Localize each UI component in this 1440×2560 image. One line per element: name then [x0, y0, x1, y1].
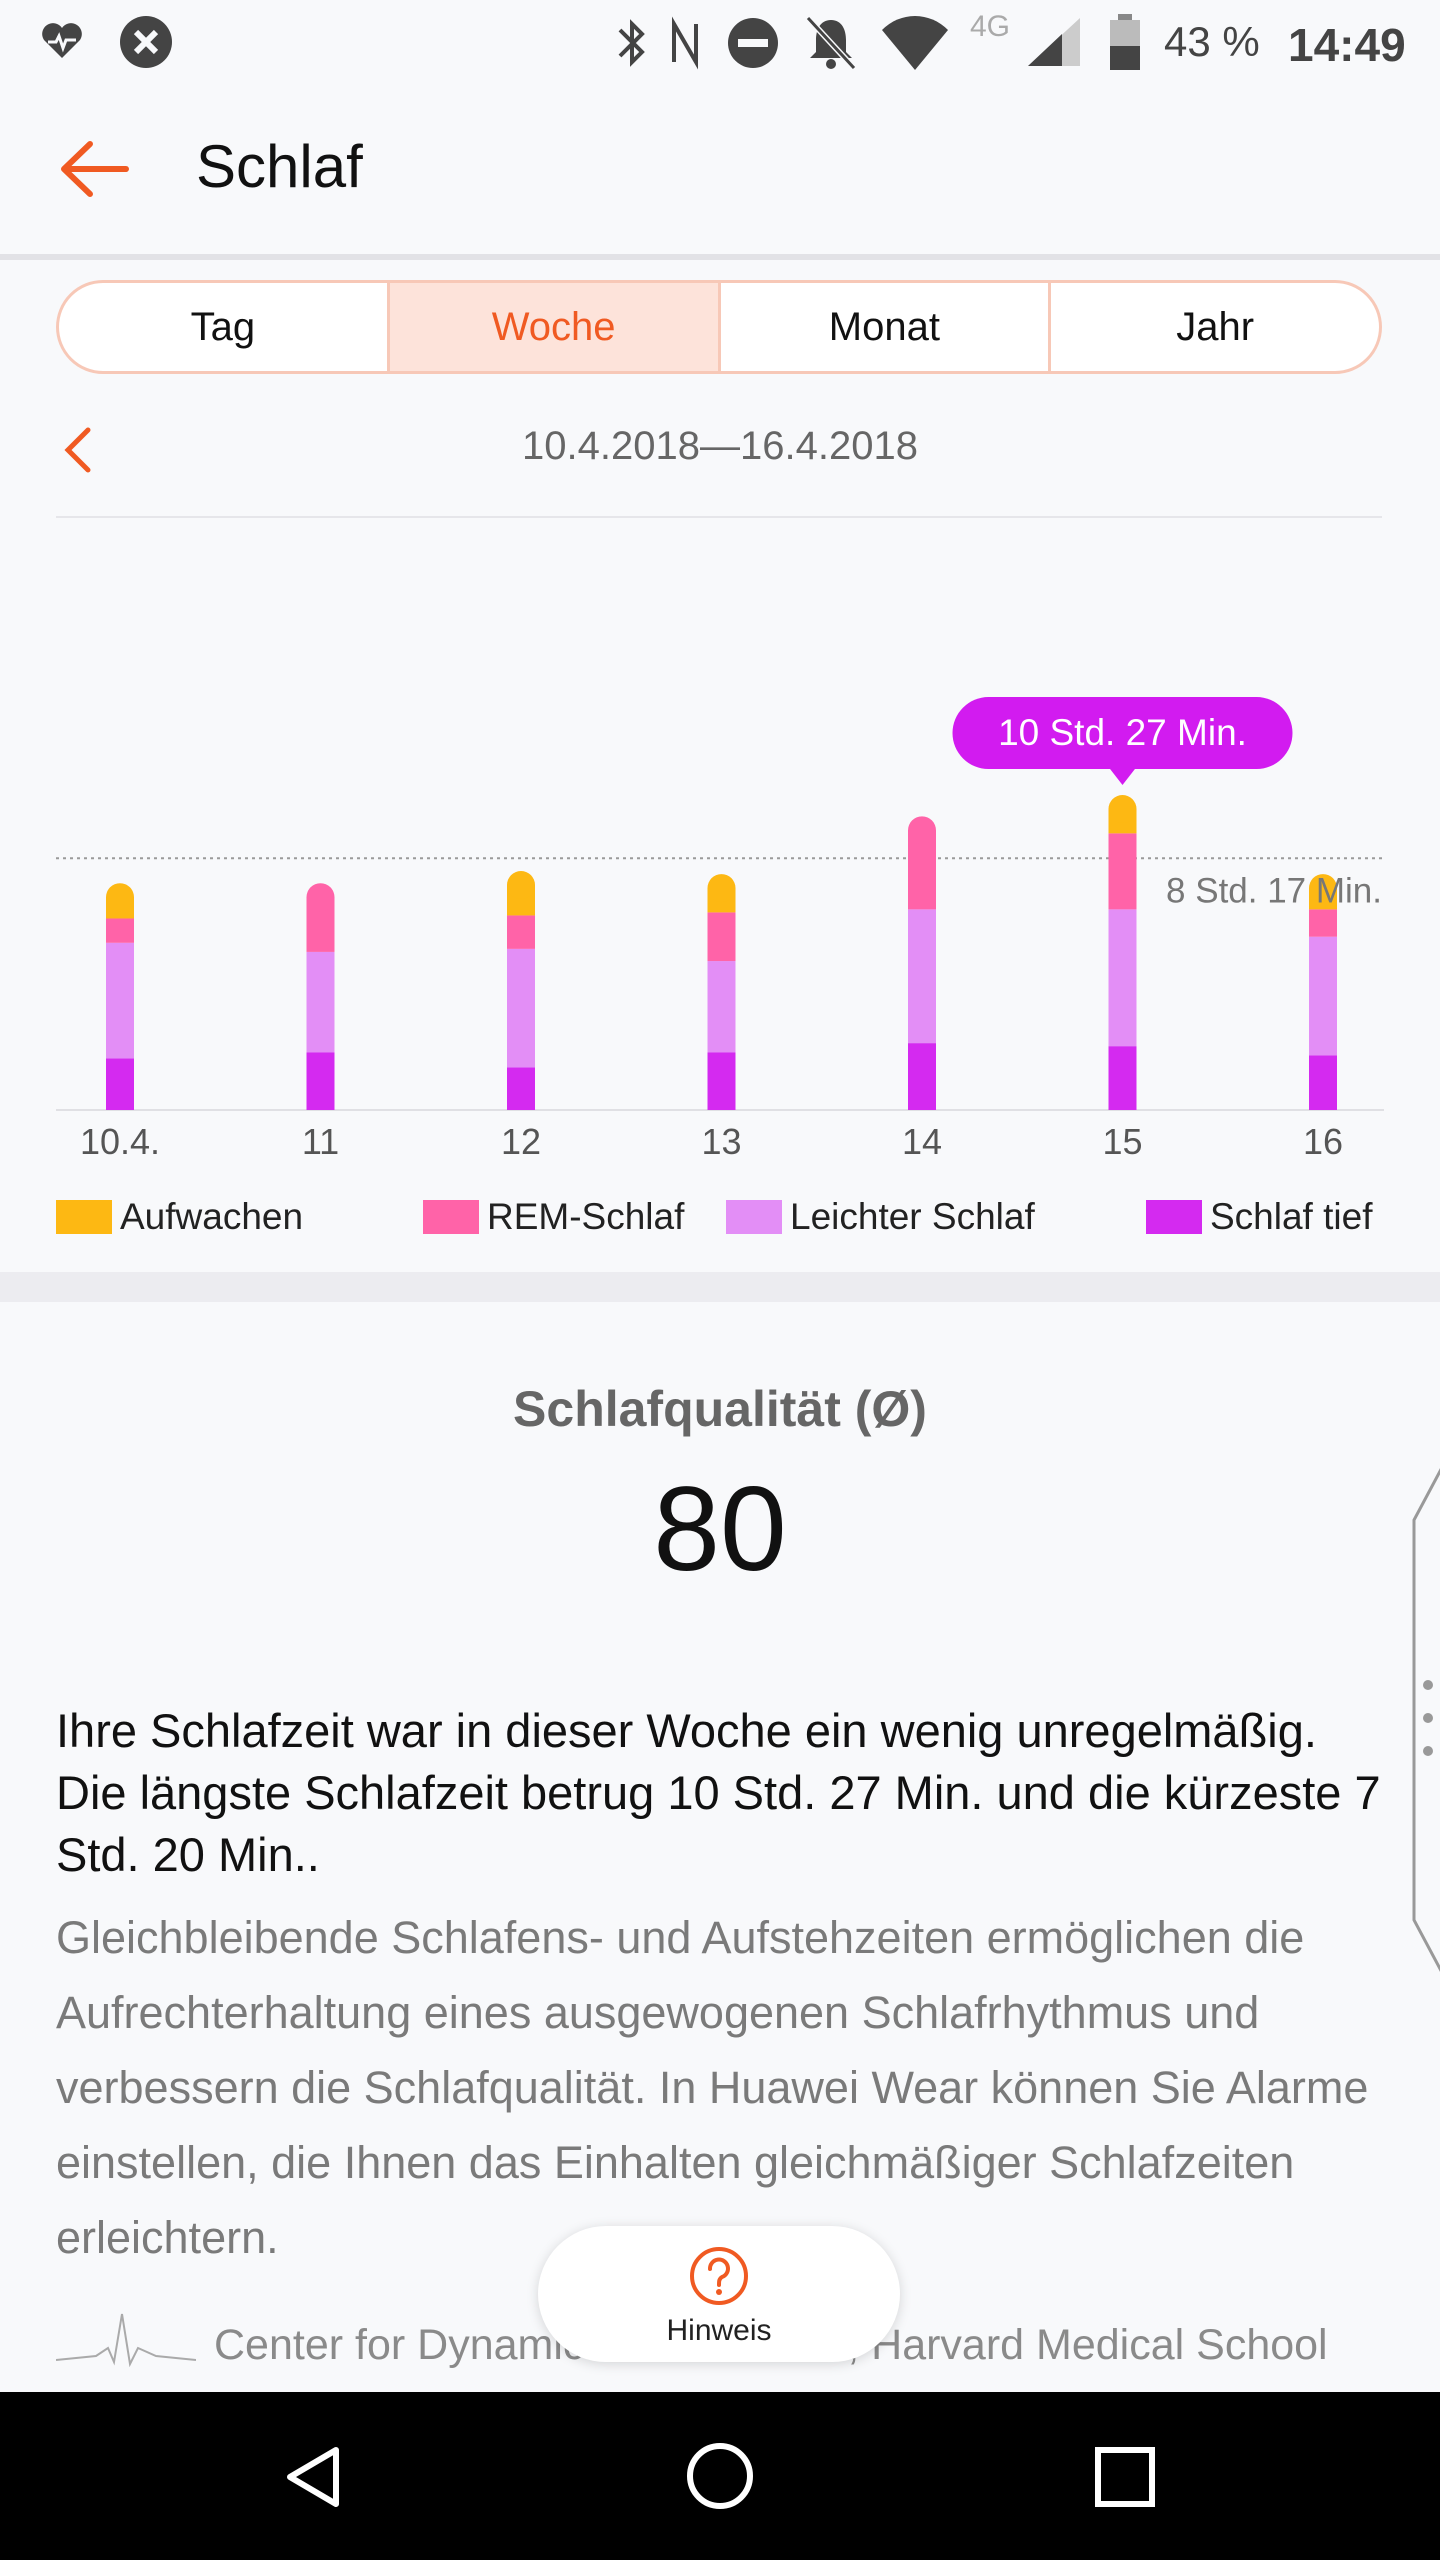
x-tick-label: 15: [1102, 1121, 1142, 1162]
bar-segment: [1108, 1046, 1137, 1110]
bar-segment: [507, 915, 535, 949]
network-type: 4G: [970, 10, 1011, 43]
bar-segment: [1309, 909, 1337, 937]
bar-segment: [1108, 909, 1137, 1047]
health-icon: [42, 23, 82, 58]
navigation-bar: [0, 2392, 1440, 2560]
x-tick-label: 11: [302, 1121, 339, 1162]
bluetooth-icon: [618, 19, 645, 67]
signal-icon: [1028, 18, 1080, 66]
legend-awake: Aufwachen: [56, 1196, 303, 1238]
bar-segment: [507, 948, 535, 1068]
divider: [56, 516, 1382, 518]
reference-label: 8 Std. 17 Min.: [1166, 871, 1382, 910]
bar-segment: [306, 1052, 335, 1110]
battery-icon: [1110, 14, 1140, 70]
source-logo-icon: [56, 2313, 196, 2368]
legend-label: Schlaf tief: [1210, 1196, 1373, 1237]
tooltip-pointer: [1108, 767, 1137, 786]
x-tick-label: 10.4.: [80, 1121, 160, 1162]
quality-score: 80: [653, 1462, 787, 1596]
bar-cap: [306, 883, 335, 912]
bar-segment: [106, 918, 134, 943]
chevron-left-icon[interactable]: [58, 420, 98, 480]
period-tabs: Tag Woche Monat Jahr: [56, 280, 1382, 374]
bar-segment: [106, 942, 134, 1059]
quality-label: Schlafqualität (Ø): [513, 1381, 927, 1437]
legend-swatch: [726, 1200, 782, 1234]
sleep-chart: 10.4. 11 12 13 14 15 16 8 Std. 17 Min. 10 Std. 2…: [56, 697, 1384, 1162]
bar-cap: [1309, 874, 1337, 903]
page-title: Schlaf: [196, 133, 363, 200]
dnd-icon: [728, 18, 778, 68]
home-circle-icon[interactable]: [684, 2440, 756, 2512]
tooltip-bubble: [952, 697, 1293, 770]
chart-legend: Aufwachen REM-Schlaf Leichter Schlaf Sch…: [56, 1196, 1382, 1246]
bar-segment: [306, 951, 335, 1053]
bar-cap: [908, 816, 936, 845]
legend-light: Leichter Schlaf: [726, 1196, 1035, 1238]
app-bar: Schlaf: [0, 84, 1440, 260]
tab-week[interactable]: Woche: [386, 283, 718, 371]
legend-swatch: [1146, 1200, 1202, 1234]
legend-label: Leichter Schlaf: [790, 1196, 1035, 1237]
sleep-summary: Ihre Schlafzeit war in dieser Woche ein …: [56, 1704, 1381, 1881]
status-bar: 4G 43 % 14:49: [0, 0, 1440, 84]
date-range: 10.4.2018—16.4.2018: [522, 424, 918, 468]
hint-button[interactable]: Hinweis: [538, 2226, 900, 2362]
tooltip-label: 10 Std. 27 Min.: [998, 712, 1247, 753]
x-tick-label: 16: [1303, 1121, 1343, 1162]
bar-cap: [507, 871, 535, 900]
x-tick-label: 14: [902, 1121, 942, 1162]
arrow-left-icon[interactable]: [56, 134, 136, 204]
tab-year[interactable]: Jahr: [1048, 283, 1379, 371]
mute-icon: [805, 15, 857, 71]
tab-day[interactable]: Tag: [190, 304, 256, 349]
bar-cap: [707, 874, 736, 903]
hint-label: Hinweis: [666, 2314, 772, 2347]
bar-segment: [707, 912, 736, 962]
bar-cap: [1108, 795, 1137, 824]
bar-segment: [1309, 936, 1337, 1056]
x-app-icon: [120, 16, 172, 68]
bar-segment: [1108, 833, 1137, 910]
bar-cap: [106, 883, 134, 912]
x-tick-label: 13: [701, 1121, 741, 1162]
nfc-icon: [672, 16, 698, 70]
bar-segment: [1309, 1055, 1337, 1110]
sleep-advice: Gleichbleibende Schlafens- und Aufstehze…: [56, 1912, 1369, 2263]
bar-segment: [908, 909, 936, 1044]
bar-segment: [707, 1052, 736, 1110]
question-icon: [690, 2247, 748, 2305]
battery-percent: 43 %: [1164, 18, 1260, 65]
wifi-icon: [882, 16, 948, 71]
legend-label: Aufwachen: [120, 1196, 304, 1237]
edge-panel-handle[interactable]: [1408, 1460, 1440, 1980]
legend-swatch: [423, 1200, 479, 1234]
tab-month[interactable]: Monat: [717, 283, 1049, 371]
clock: 14:49: [1288, 19, 1406, 71]
bar-segment: [507, 1067, 535, 1110]
bar-segment: [106, 1058, 134, 1110]
legend-rem: REM-Schlaf: [423, 1196, 684, 1238]
back-triangle-icon[interactable]: [280, 2442, 350, 2512]
recents-square-icon[interactable]: [1090, 2442, 1160, 2512]
legend-swatch: [56, 1200, 112, 1234]
x-tick-label: 12: [501, 1121, 541, 1162]
bar-segment: [908, 1043, 936, 1110]
section-separator: [0, 1272, 1440, 1302]
bar-segment: [707, 961, 736, 1053]
legend-deep: Schlaf tief: [1146, 1196, 1372, 1238]
legend-label: REM-Schlaf: [487, 1196, 685, 1237]
